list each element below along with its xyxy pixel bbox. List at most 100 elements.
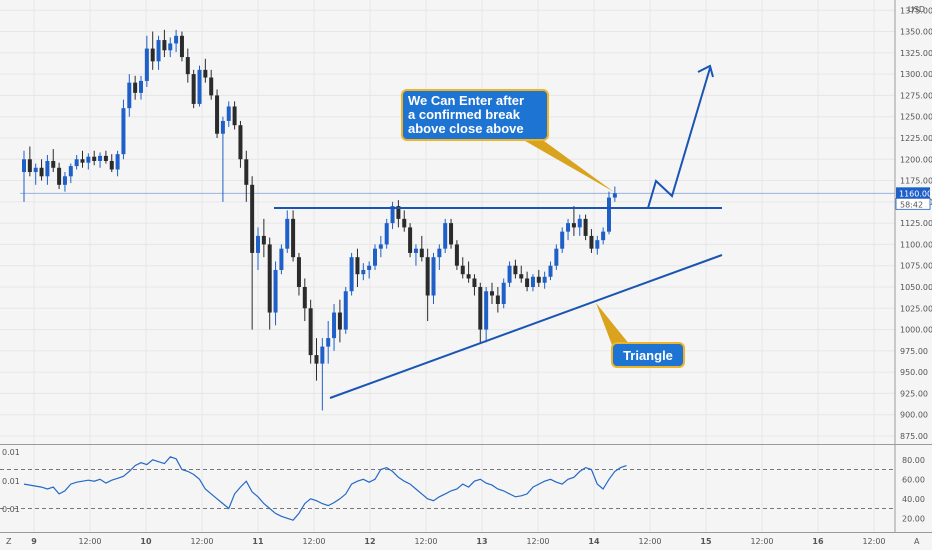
candle-body <box>92 156 97 161</box>
candle-body <box>296 257 301 287</box>
price-tick-label: 1275.00 <box>900 91 932 100</box>
candle-body <box>27 159 32 173</box>
candle-body <box>560 231 565 249</box>
candle-body <box>454 244 459 266</box>
candle-body <box>343 291 348 330</box>
time-axis[interactable]: 9 12:00 10 12:00 11 12:00 12 12:00 13 12:00 14 12:0… <box>31 537 885 546</box>
candle-body <box>144 48 149 81</box>
candle-body <box>466 274 471 279</box>
enter-note-line-1: We Can Enter after <box>408 93 524 108</box>
candle-body <box>156 40 161 62</box>
projection-path[interactable] <box>647 67 711 209</box>
candle-body <box>33 167 38 173</box>
price-tick-label: 1250.00 <box>900 113 932 122</box>
candle-body <box>402 218 407 228</box>
candle-body <box>45 160 50 177</box>
time-tick-label: 12:00 <box>638 537 661 546</box>
rsi-pane[interactable] <box>0 456 895 521</box>
triangle-callout[interactable]: Triangle <box>596 303 685 368</box>
candle-body <box>320 346 325 364</box>
candle-body <box>68 166 73 177</box>
enter-note-line-3: above close above <box>408 121 524 136</box>
candle-body <box>577 218 582 228</box>
rsi-left-label: 0.01 <box>2 477 20 486</box>
candle-body <box>22 159 26 173</box>
candle-body <box>267 244 272 313</box>
price-tick-label: 1175.00 <box>900 177 932 186</box>
candle-body <box>530 276 535 287</box>
triangle-label-box <box>611 342 685 368</box>
candle-body <box>232 106 237 126</box>
candle-body <box>460 265 465 275</box>
time-axis-zoom-corner[interactable]: Z <box>6 537 12 546</box>
enter-note-box <box>401 89 549 141</box>
candle-body <box>326 338 331 347</box>
candle-body <box>302 286 307 309</box>
time-tick-label: 12:00 <box>414 537 437 546</box>
grid <box>0 0 895 532</box>
candle-body <box>378 244 383 249</box>
candle-body <box>542 276 547 283</box>
rsi-line <box>23 456 627 521</box>
candlestick-series[interactable] <box>22 29 617 411</box>
candle-body <box>607 197 611 232</box>
candle-body <box>39 167 44 177</box>
last-price-value: 1160.00 <box>899 189 932 198</box>
candle-body <box>98 155 103 161</box>
enter-note-line-2: a confirmed break <box>408 107 521 122</box>
price-tick-label: 1125.00 <box>900 219 932 228</box>
candle-body <box>571 223 576 228</box>
currency-label: USD <box>908 5 925 14</box>
candle-body <box>62 176 67 185</box>
candle-body <box>80 159 85 163</box>
candle-body <box>51 160 56 168</box>
time-tick-label: 10 <box>140 537 152 546</box>
price-tick-label: 1100.00 <box>900 240 932 249</box>
triangle-pointer <box>596 303 630 345</box>
candle-body <box>548 265 553 277</box>
candle-body <box>367 265 372 270</box>
candle-body <box>413 248 418 253</box>
candle-body <box>115 154 120 170</box>
candle-body <box>226 106 231 121</box>
candle-body <box>191 74 196 104</box>
price-tick-label: 950.00 <box>900 368 928 377</box>
candle-body <box>139 80 143 93</box>
rsi-tick-label: 20.00 <box>902 514 925 523</box>
candle-body <box>612 193 617 198</box>
candle-body <box>595 240 600 249</box>
candle-body <box>197 69 202 104</box>
auto-scale-button[interactable]: A <box>914 537 920 546</box>
candle-body <box>215 95 220 134</box>
candle-body <box>273 269 278 313</box>
triangle-label: Triangle <box>623 348 673 363</box>
time-tick-label: 12:00 <box>750 537 773 546</box>
candle-body <box>601 231 606 241</box>
candle-body <box>478 286 483 330</box>
price-tick-label: 1075.00 <box>900 262 932 271</box>
drawings[interactable] <box>274 64 723 399</box>
rsi-tick-label: 40.00 <box>902 495 925 504</box>
price-tick-label: 1025.00 <box>900 304 932 313</box>
candle-body <box>279 248 284 270</box>
candle-body <box>261 235 266 245</box>
time-tick-label: 12:00 <box>78 537 101 546</box>
triangle-support-line[interactable] <box>329 254 723 399</box>
candle-body <box>121 108 126 155</box>
rsi-left-axis: 0.01 0.01 0.01 <box>2 448 20 514</box>
candle-body <box>390 206 395 224</box>
candle-body <box>185 57 190 75</box>
price-tick-label: 1000.00 <box>900 326 932 335</box>
candle-body <box>220 120 225 134</box>
rsi-left-label: 0.01 <box>2 448 20 457</box>
price-axis[interactable]: USD 1375.00 1350.00 1325.00 1300.00 1275.00 1… <box>900 5 932 441</box>
candle-body <box>507 265 512 283</box>
candle-body <box>238 125 243 160</box>
time-tick-label: 16 <box>812 537 824 546</box>
enter-note-callout[interactable]: We Can Enter after a confirmed break abo… <box>401 89 614 192</box>
candle-body <box>373 248 377 266</box>
candle-body <box>291 218 296 258</box>
candle-body <box>449 223 454 245</box>
last-price-badge: 1160.00 58:42 <box>895 187 932 210</box>
